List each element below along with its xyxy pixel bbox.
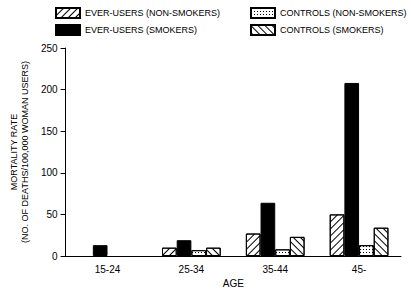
svg-text:EVER-USERS (NON-SMOKERS): EVER-USERS (NON-SMOKERS) — [85, 8, 220, 18]
svg-text:250: 250 — [41, 43, 58, 54]
svg-text:(NO. OF DEATHS/100,000 WOMAN U: (NO. OF DEATHS/100,000 WOMAN USERS) — [20, 61, 30, 243]
svg-text:35-44: 35-44 — [262, 264, 288, 275]
svg-text:100: 100 — [41, 167, 58, 178]
svg-text:AGE: AGE — [223, 278, 244, 289]
svg-text:150: 150 — [41, 126, 58, 137]
svg-text:MORTALITY RATE: MORTALITY RATE — [9, 114, 19, 190]
svg-text:CONTROLS (SMOKERS): CONTROLS (SMOKERS) — [280, 25, 384, 35]
svg-text:25-34: 25-34 — [179, 264, 205, 275]
svg-text:EVER-USERS (SMOKERS): EVER-USERS (SMOKERS) — [85, 25, 197, 35]
svg-text:45-: 45- — [352, 264, 366, 275]
svg-text:50: 50 — [46, 209, 58, 220]
svg-text:15-24: 15-24 — [95, 264, 121, 275]
svg-text:0: 0 — [52, 251, 58, 262]
svg-text:200: 200 — [41, 84, 58, 95]
svg-text:CONTROLS (NON-SMOKERS): CONTROLS (NON-SMOKERS) — [280, 8, 407, 18]
